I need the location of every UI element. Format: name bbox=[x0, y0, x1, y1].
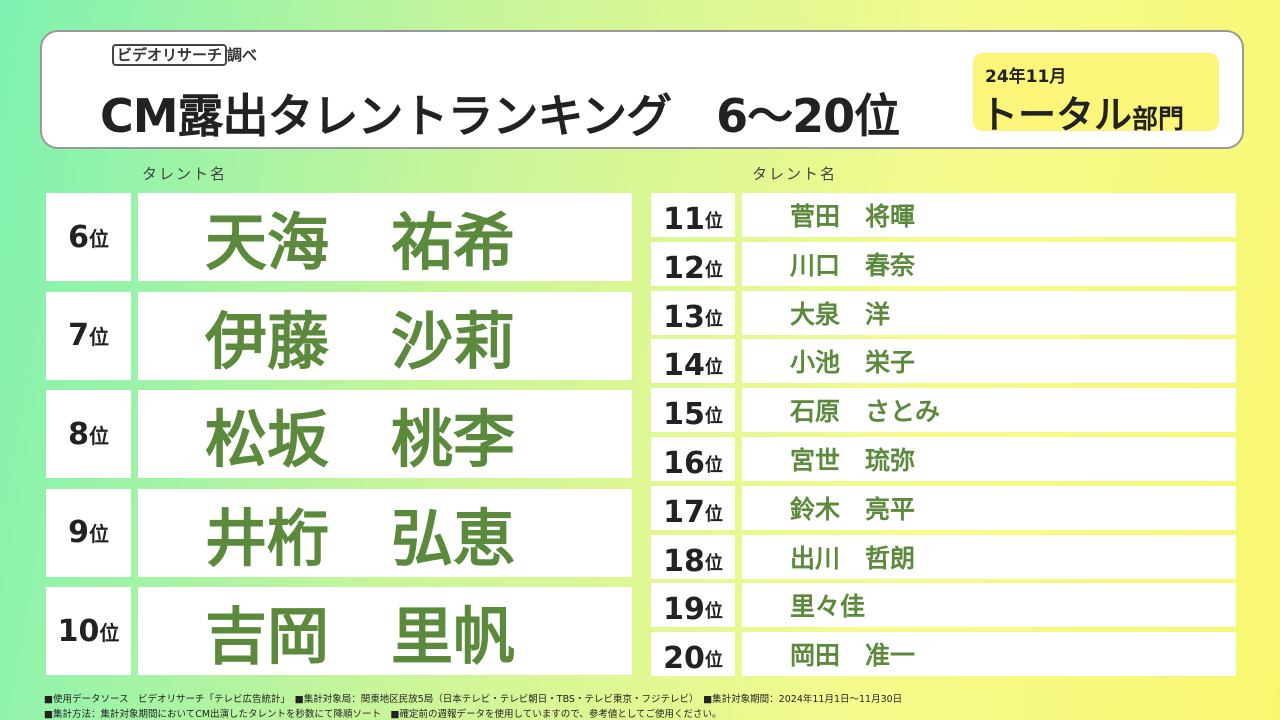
rank-suffix: 位 bbox=[704, 601, 723, 623]
rank: 17 bbox=[663, 494, 705, 530]
rank-suffix: 位 bbox=[704, 406, 723, 428]
rank-cell: 19 位 bbox=[651, 583, 735, 628]
talent-name: 小池 栄子 bbox=[742, 339, 1236, 384]
rank: 10 bbox=[57, 613, 100, 649]
talent-name: 里々佳 bbox=[742, 583, 1236, 628]
talent-name: 菅田 将暉 bbox=[742, 193, 1236, 237]
rank: 12 bbox=[663, 250, 705, 286]
talent-name: 川口 春奈 bbox=[742, 241, 1236, 286]
rank-suffix: 位 bbox=[99, 620, 120, 645]
badge-suffix: 部門 bbox=[1132, 105, 1185, 135]
talent-name: 井桁 弘恵 bbox=[138, 488, 632, 577]
rank: 18 bbox=[663, 543, 705, 579]
rank-cell: 14 位 bbox=[651, 339, 735, 384]
rank: 9 bbox=[68, 515, 89, 550]
rank-suffix: 位 bbox=[704, 455, 723, 476]
rank: 16 bbox=[663, 446, 705, 481]
rank-cell: 13 位 bbox=[651, 290, 735, 335]
logo: ビデオリサーチ 調べ bbox=[112, 44, 258, 66]
rank: 8 bbox=[68, 416, 89, 452]
rank-suffix: 位 bbox=[88, 325, 109, 349]
rank-suffix: 位 bbox=[704, 259, 723, 281]
rank-suffix: 位 bbox=[704, 357, 723, 379]
rank: 14 bbox=[663, 348, 705, 384]
talent-name: 大泉 洋 bbox=[742, 290, 1236, 335]
column-label: タレント名 bbox=[142, 165, 228, 183]
rank-suffix: 位 bbox=[88, 226, 109, 251]
logo-text: ビデオリサーチ bbox=[112, 44, 228, 66]
talent-name: 天海 祐希 bbox=[138, 193, 632, 281]
talent-name: 鈴木 亮平 bbox=[742, 485, 1236, 530]
rank: 13 bbox=[663, 299, 705, 335]
column-label: タレント名 bbox=[752, 165, 838, 183]
rank-cell: 17 位 bbox=[651, 485, 735, 530]
rank-cell: 18 位 bbox=[651, 534, 735, 579]
rank: 6 bbox=[68, 219, 89, 255]
rank-suffix: 位 bbox=[88, 423, 109, 448]
rank-suffix: 位 bbox=[704, 552, 723, 574]
rank-cell: 20 位 bbox=[651, 632, 735, 677]
footer-note: ■集計方法：集計対象期間においてCM出演したタレントを秒数にて降順ソート ■確定… bbox=[44, 709, 722, 720]
rank-cell: 11 位 bbox=[651, 193, 735, 237]
rank-cell: 16 位 bbox=[651, 437, 735, 481]
talent-name: 松坂 桃李 bbox=[138, 390, 632, 478]
rank-suffix: 位 bbox=[704, 211, 723, 232]
rank: 7 bbox=[68, 318, 89, 353]
rank-cell: 15 位 bbox=[651, 388, 735, 433]
rank-suffix: 位 bbox=[704, 503, 723, 525]
talent-name: 岡田 准一 bbox=[742, 632, 1236, 677]
logo-suffix: 調べ bbox=[227, 46, 258, 64]
rank: 19 bbox=[663, 592, 705, 628]
talent-name: 宮世 琉弥 bbox=[742, 437, 1236, 481]
rank: 20 bbox=[663, 641, 705, 677]
talent-name: 吉岡 里帆 bbox=[138, 587, 632, 675]
talent-name: 石原 さとみ bbox=[742, 388, 1236, 433]
rank: 11 bbox=[663, 202, 705, 237]
rank: 15 bbox=[663, 397, 705, 433]
rank-suffix: 位 bbox=[704, 308, 723, 330]
footer-note: ■使用データソース ビデオリサーチ「テレビ広告統計」 ■集計対象局：関東地区民放… bbox=[44, 694, 903, 705]
badge-period: 24年11月 bbox=[985, 67, 1067, 87]
badge bbox=[973, 53, 1219, 131]
rank-cell: 10 位 bbox=[46, 587, 131, 675]
rank-suffix: 位 bbox=[88, 522, 109, 546]
rank-cell: 12 位 bbox=[651, 241, 735, 286]
title: CM露出タレントランキング 6～20位 bbox=[100, 89, 900, 143]
badge-category: トータル部門 bbox=[980, 84, 1184, 139]
talent-name: 伊藤 沙莉 bbox=[138, 291, 632, 380]
rank-suffix: 位 bbox=[704, 650, 723, 672]
talent-name: 出川 哲朗 bbox=[742, 534, 1236, 579]
badge-category-text: トータル bbox=[980, 93, 1133, 137]
